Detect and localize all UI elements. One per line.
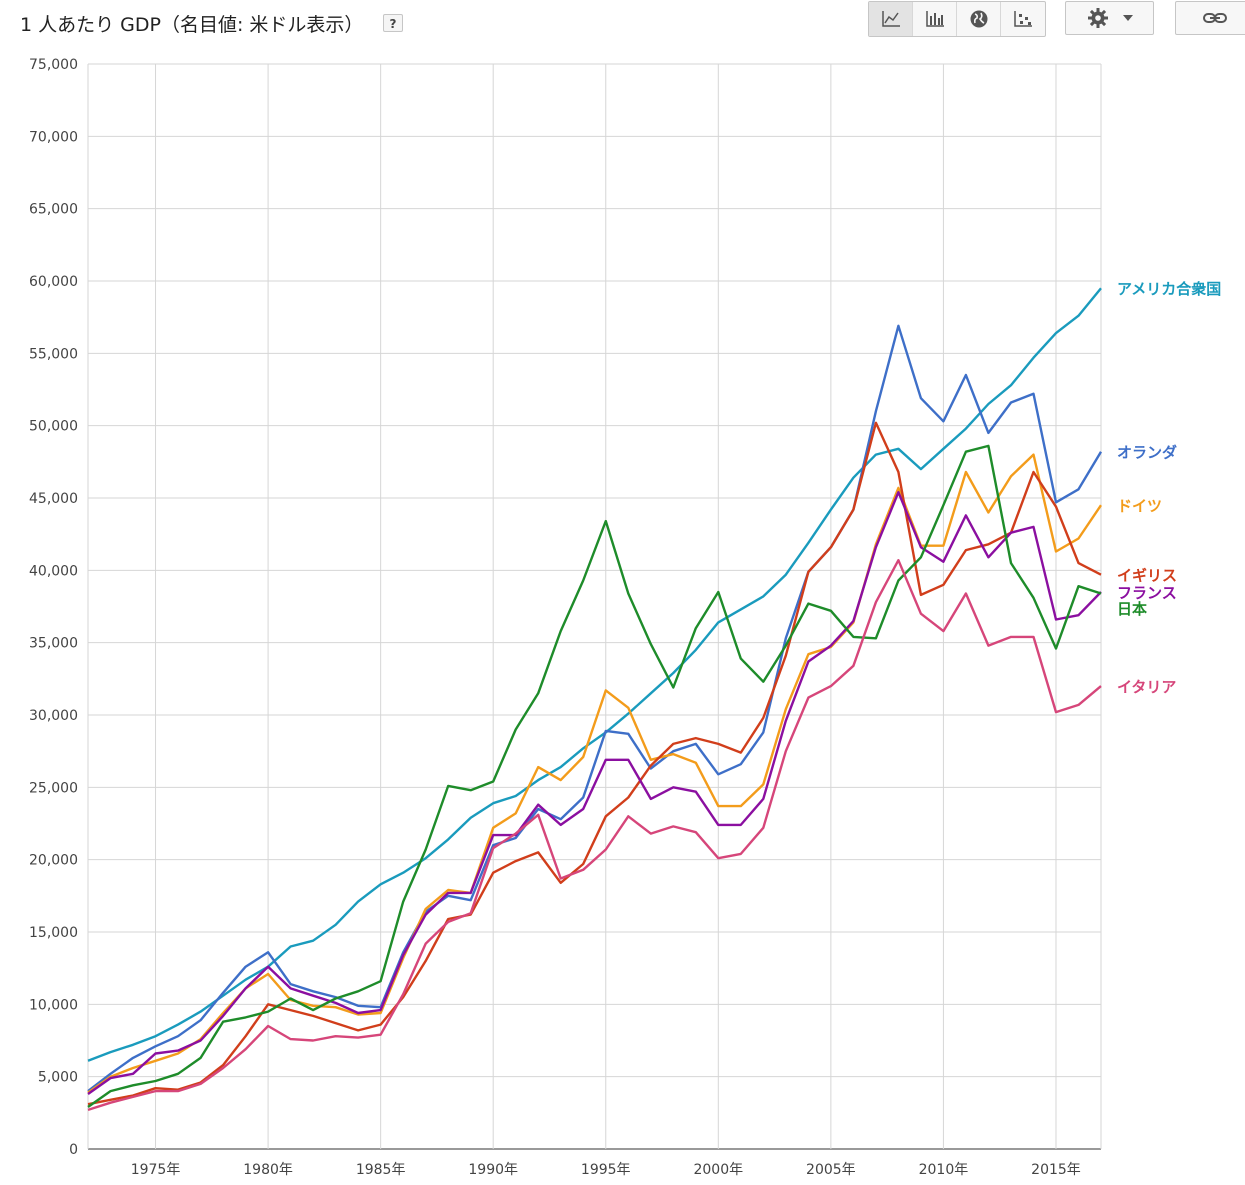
x-tick-label: 1975年 bbox=[131, 1162, 181, 1178]
scatter-plot-button[interactable] bbox=[1001, 2, 1045, 36]
series-label: ドイツ bbox=[1117, 497, 1162, 515]
y-tick-label: 75,000 bbox=[29, 57, 78, 73]
series-line bbox=[87, 491, 1102, 1095]
line-chart-button[interactable] bbox=[869, 2, 913, 36]
globe-map-icon bbox=[970, 10, 987, 28]
y-tick-label: 20,000 bbox=[29, 853, 78, 869]
bar-chart-icon bbox=[925, 11, 944, 27]
y-tick-label: 65,000 bbox=[29, 202, 78, 218]
y-tick-label: 55,000 bbox=[29, 346, 78, 362]
y-tick-label: 30,000 bbox=[29, 708, 78, 724]
y-tick-label: 0 bbox=[69, 1142, 78, 1158]
chart-title: 1 人あたり GDP（名目値: 米ドル表示） bbox=[20, 14, 364, 36]
series-label: 日本 bbox=[1117, 600, 1147, 618]
x-tick-label: 2000年 bbox=[693, 1162, 743, 1178]
x-tick-label: 1980年 bbox=[243, 1162, 293, 1178]
chart-type-toolbar bbox=[868, 1, 1046, 37]
bar-chart-button[interactable] bbox=[913, 2, 957, 36]
series-line bbox=[87, 453, 1102, 1094]
y-tick-label: 35,000 bbox=[29, 636, 78, 652]
axes: 0 5,000 10,000 15,000 20,000 25,000 30,000 35,0… bbox=[29, 57, 1081, 1178]
series-label: オランダ bbox=[1117, 444, 1177, 462]
caret-down-icon bbox=[1122, 15, 1133, 21]
x-tick-label: 1995年 bbox=[581, 1162, 631, 1178]
y-tick-label: 45,000 bbox=[29, 491, 78, 507]
gear-icon bbox=[1087, 8, 1108, 28]
scatter-plot-icon bbox=[1014, 11, 1032, 27]
series-line bbox=[87, 287, 1102, 1062]
series-lines bbox=[87, 287, 1103, 1112]
link-button[interactable] bbox=[1175, 1, 1245, 35]
series-label: イタリア bbox=[1117, 678, 1176, 696]
series-label: アメリカ合衆国 bbox=[1117, 280, 1221, 298]
y-tick-label: 60,000 bbox=[29, 274, 78, 290]
series-line bbox=[87, 324, 1103, 1093]
link-icon bbox=[1203, 13, 1227, 23]
x-tick-label: 1990年 bbox=[468, 1162, 518, 1178]
gridlines bbox=[87, 63, 1102, 1150]
series-line bbox=[87, 444, 1102, 1108]
y-tick-label: 40,000 bbox=[29, 563, 78, 579]
x-tick-label: 2010年 bbox=[919, 1162, 969, 1178]
series-line bbox=[87, 559, 1102, 1112]
y-tick-label: 70,000 bbox=[29, 129, 78, 145]
y-tick-label: 10,000 bbox=[29, 997, 78, 1013]
line-chart-icon bbox=[881, 11, 900, 27]
series-line bbox=[87, 421, 1102, 1106]
map-button[interactable] bbox=[957, 2, 1001, 36]
series-label: イギリス bbox=[1117, 567, 1177, 585]
help-button[interactable]: ? bbox=[383, 14, 403, 32]
settings-button[interactable] bbox=[1065, 1, 1154, 35]
x-tick-label: 2015年 bbox=[1031, 1162, 1081, 1178]
x-tick-label: 1985年 bbox=[356, 1162, 406, 1178]
y-tick-label: 5,000 bbox=[38, 1070, 78, 1086]
x-tick-label: 2005年 bbox=[806, 1162, 856, 1178]
y-tick-label: 50,000 bbox=[29, 419, 78, 435]
y-tick-label: 15,000 bbox=[29, 925, 78, 941]
y-tick-label: 25,000 bbox=[29, 780, 78, 796]
series-label: フランス bbox=[1117, 584, 1177, 602]
